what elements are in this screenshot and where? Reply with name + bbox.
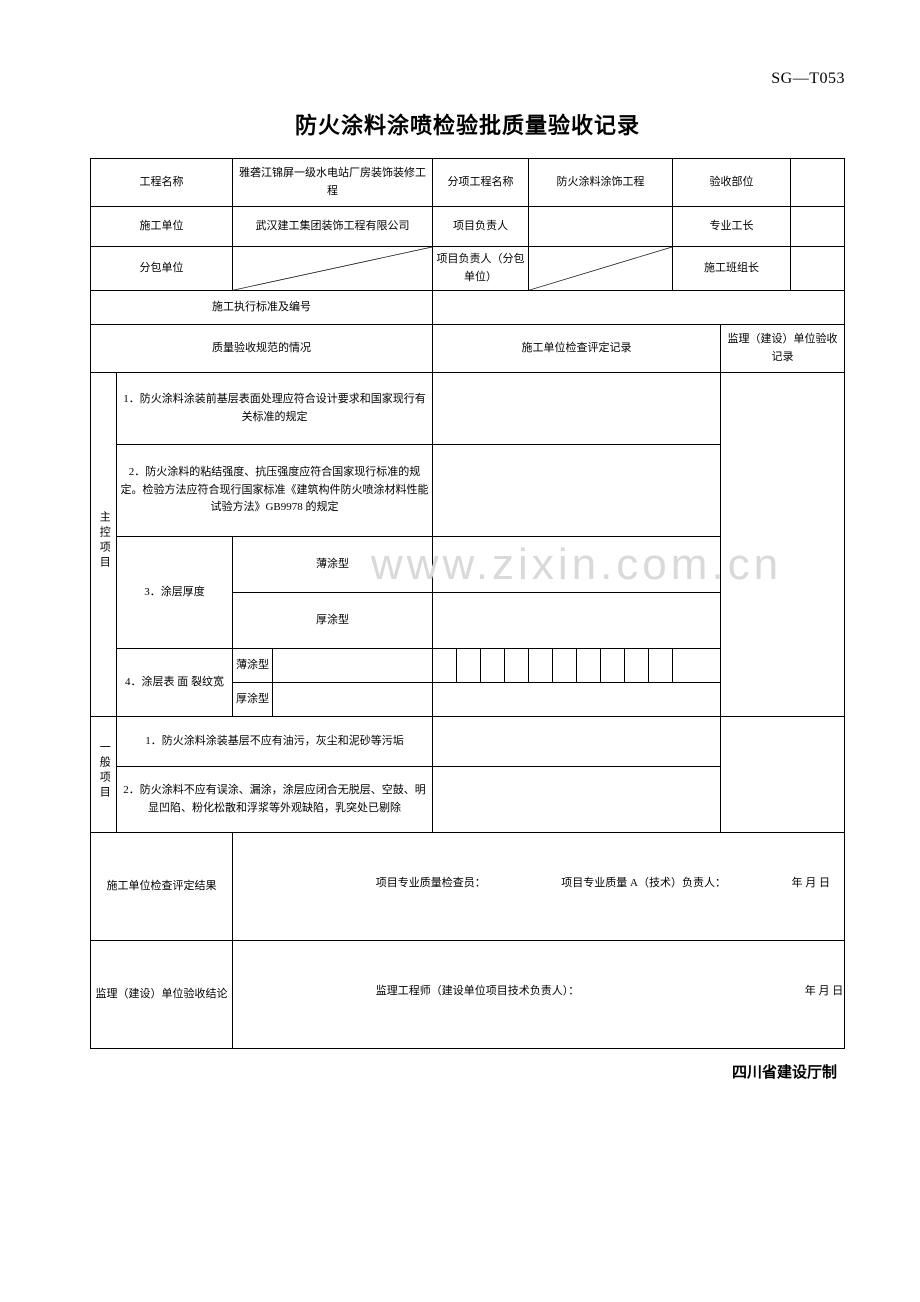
main-item-4-thick: 厚涂型 xyxy=(233,683,273,717)
value-proj-leader xyxy=(529,207,673,247)
cell-empty xyxy=(433,593,721,649)
cell-empty xyxy=(457,649,481,683)
supervise-cell-general xyxy=(721,717,845,833)
value-standard xyxy=(433,291,845,325)
cell-empty xyxy=(273,649,433,683)
header-inspect-record: 施工单位检查评定记录 xyxy=(433,325,721,373)
cell-empty xyxy=(625,649,649,683)
inspection-form-table: 工程名称 雅砻江锦屏一级水电站厂房装饰装修工程 分项工程名称 防火涂料涂饰工程 … xyxy=(90,158,845,1049)
value-subcontract xyxy=(233,247,433,291)
sig-tech-leader-label: 项目专业质量 A（技术）负责人： xyxy=(561,877,726,889)
cell-empty xyxy=(433,717,721,767)
value-accept-part xyxy=(791,159,845,207)
label-subcontract: 分包单位 xyxy=(91,247,233,291)
value-proj-leader-sub xyxy=(529,247,673,291)
label-sub-project: 分项工程名称 xyxy=(433,159,529,207)
watermark-text: www.zixin.com.cn xyxy=(371,529,782,599)
label-proj-leader: 项目负责人 xyxy=(433,207,529,247)
main-item-4-label: 4．涂层表 面 裂纹宽 xyxy=(117,649,233,717)
main-item-3-label: 3．涂层厚度 xyxy=(117,537,233,649)
label-accept-part: 验收部位 xyxy=(673,159,791,207)
value-project-name: 雅砻江锦屏一级水电站厂房装饰装修工程 xyxy=(233,159,433,207)
cell-empty xyxy=(577,649,601,683)
cell-empty xyxy=(481,649,505,683)
label-team-leader: 施工班组长 xyxy=(673,247,791,291)
cell-empty xyxy=(505,649,529,683)
cell-empty xyxy=(601,649,625,683)
cell-empty xyxy=(433,373,721,445)
cell-empty xyxy=(649,649,673,683)
sig-supervisor-label: 监理工程师（建设单位项目技术负责人）： xyxy=(376,985,580,997)
date-fields: 年 月 日 xyxy=(791,877,830,889)
cell-empty xyxy=(529,649,553,683)
cell-empty xyxy=(673,649,721,683)
value-team-leader xyxy=(791,247,845,291)
value-construct-unit: 武汉建工集团装饰工程有限公司 xyxy=(233,207,433,247)
header-spec: 质量验收规范的情况 xyxy=(91,325,433,373)
main-item-3-thin: 薄涂型 xyxy=(233,537,433,593)
label-standard: 施工执行标准及编号 xyxy=(91,291,433,325)
footer-r2-label: 监理（建设）单位验收结论 xyxy=(91,941,233,1049)
value-sub-project: 防火涂料涂饰工程 xyxy=(529,159,673,207)
main-items-section: 主控项目 xyxy=(91,373,117,717)
cell-watermark: www.zixin.com.cn xyxy=(433,537,721,593)
footer-r1-sign: 项目专业质量检查员： 项目专业质量 A（技术）负责人： 年 月 日 xyxy=(233,833,845,941)
cell-empty xyxy=(553,649,577,683)
document-title: 防火涂料涂喷检验批质量验收记录 xyxy=(90,108,845,140)
cell-empty xyxy=(433,649,457,683)
cell-empty xyxy=(273,683,433,717)
header-supervise-record: 监理（建设）单位验收记录 xyxy=(721,325,845,373)
main-item-3-thick: 厚涂型 xyxy=(233,593,433,649)
main-item-2: 2．防火涂料的粘结强度、抗压强度应符合国家现行标准的规定。检验方法应符合现行国家… xyxy=(117,445,433,537)
cell-empty xyxy=(433,445,721,537)
label-proj-leader-sub: 项目负责人（分包单位） xyxy=(433,247,529,291)
cell-empty xyxy=(433,683,721,717)
footer-r2-sign: 监理工程师（建设单位项目技术负责人）： 年 月 日 xyxy=(233,941,845,1049)
issuing-authority: 四川省建设厅制 xyxy=(90,1061,845,1082)
label-project-name: 工程名称 xyxy=(91,159,233,207)
general-item-1: 1．防火涂料涂装基层不应有油污，灰尘和泥砂等污垢 xyxy=(117,717,433,767)
sig-inspector-label: 项目专业质量检查员： xyxy=(376,877,486,889)
cell-empty xyxy=(433,767,721,833)
label-construct-unit: 施工单位 xyxy=(91,207,233,247)
main-item-4-thin: 薄涂型 xyxy=(233,649,273,683)
general-items-section: 一般项目 xyxy=(91,717,117,833)
main-item-1: 1．防火涂料涂装前基层表面处理应符合设计要求和国家现行有关标准的规定 xyxy=(117,373,433,445)
footer-r1-label: 施工单位检查评定结果 xyxy=(91,833,233,941)
label-foreman: 专业工长 xyxy=(673,207,791,247)
value-foreman xyxy=(791,207,845,247)
date-fields: 年 月 日 xyxy=(805,985,844,997)
general-item-2: 2．防火涂料不应有误涂、漏涂，涂层应闭合无脱层、空鼓、明显凹陷、粉化松散和浮浆等… xyxy=(117,767,433,833)
supervise-cell-main xyxy=(721,373,845,717)
document-code: SG—T053 xyxy=(90,70,845,88)
